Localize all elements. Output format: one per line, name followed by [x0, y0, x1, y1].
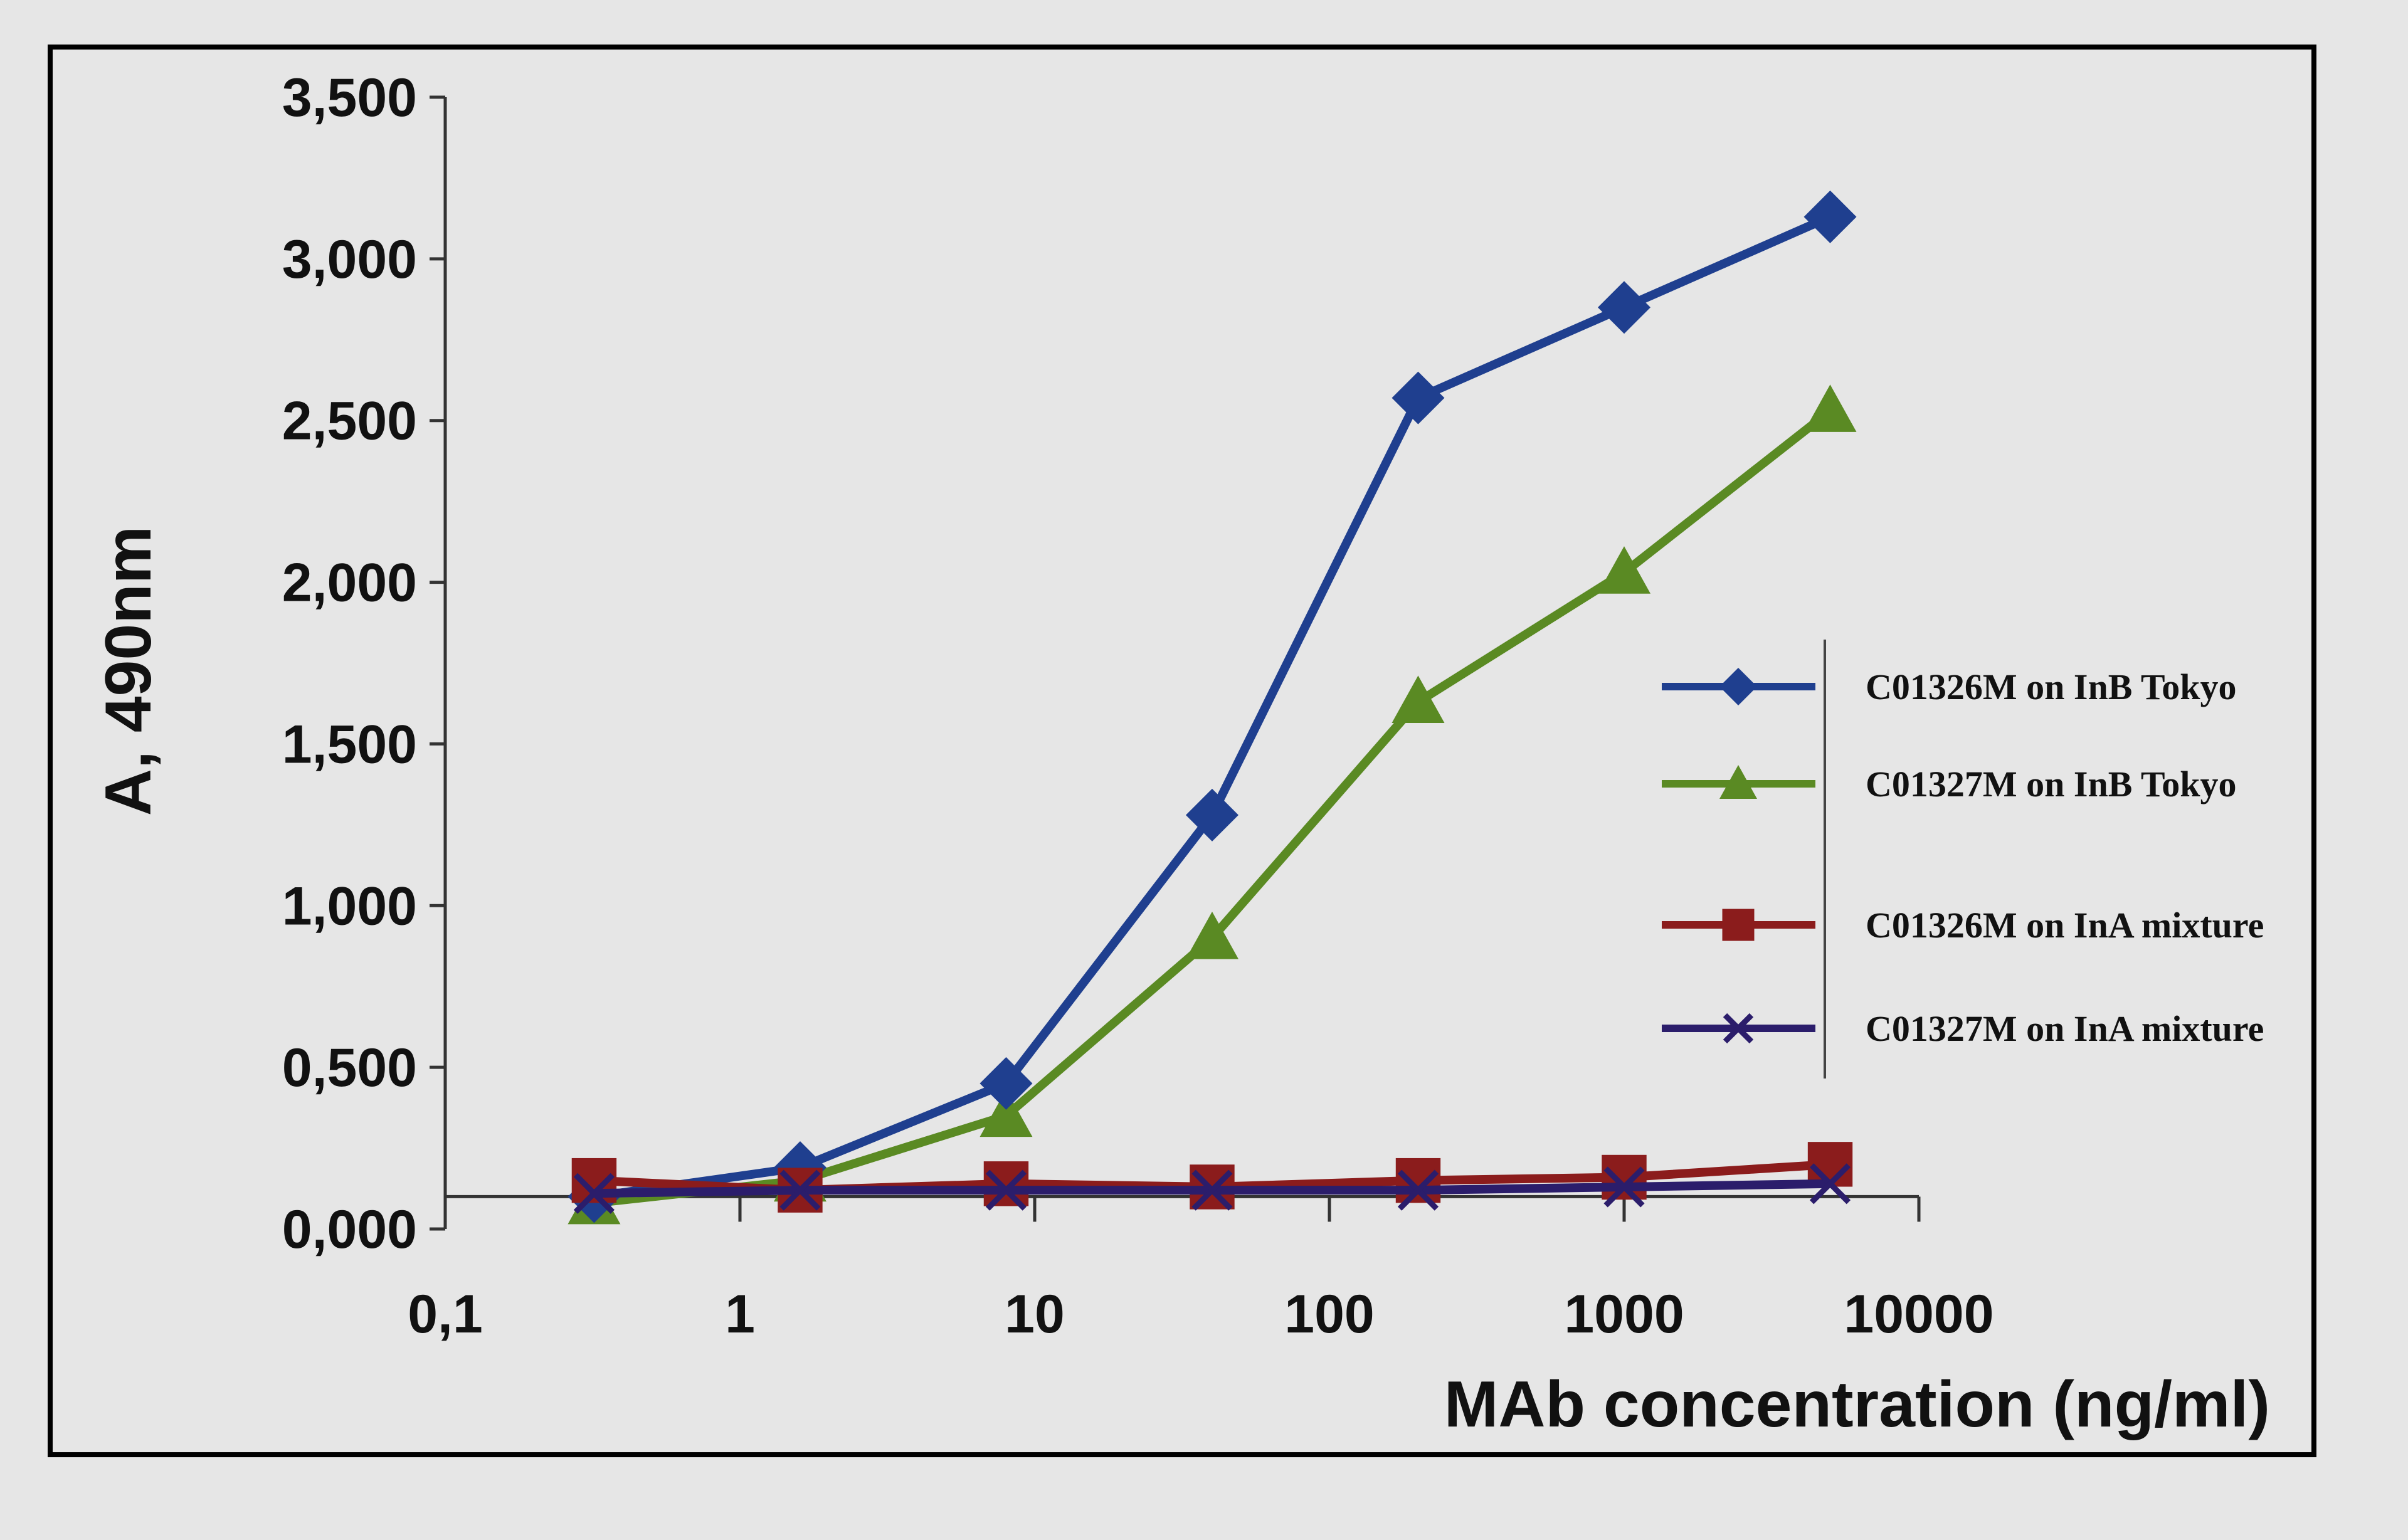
data-point-diamond [1598, 281, 1650, 334]
data-point-square [1722, 909, 1755, 941]
data-point-square [1602, 1154, 1647, 1200]
x-tick-label: 100 [1284, 1284, 1375, 1344]
y-axis-title: A, 490nm [92, 526, 165, 816]
x-tick-label: 1000 [1564, 1284, 1684, 1344]
data-point-diamond [1185, 788, 1238, 841]
data-point-triangle [1803, 384, 1857, 432]
data-point-x [573, 1173, 615, 1214]
x-tick-label: 0,1 [408, 1284, 483, 1344]
series-x [573, 1163, 1851, 1214]
data-point-diamond [1803, 190, 1857, 243]
x-tick-label: 1 [725, 1284, 755, 1344]
data-point-diamond [980, 1057, 1033, 1110]
data-point-triangle [1598, 546, 1650, 594]
legend-label: C01326M on InB Tokyo [1866, 667, 2236, 707]
data-point-x [779, 1169, 821, 1211]
legend-item: C01326M on InA mixture [1662, 905, 2264, 946]
data-point-x-stroke [1191, 1169, 1233, 1211]
axes: 0,000 0,500 1,000 1,500 2,000 2,500 3,000 3,500… [282, 68, 1994, 1344]
data-point-x [1397, 1169, 1439, 1211]
legend-item: C01326M on InB Tokyo [1662, 667, 2236, 707]
data-point-x-stroke [573, 1173, 615, 1214]
data-point-diamond [1719, 668, 1757, 705]
y-tick-label: 1,500 [282, 714, 417, 774]
data-point-square [983, 1161, 1029, 1206]
data-point-triangle [1391, 675, 1445, 723]
data-point-triangle [1719, 765, 1757, 799]
data-point-triangle [1185, 911, 1238, 959]
data-point-x [1191, 1169, 1233, 1211]
data-point-square [1395, 1158, 1441, 1203]
x-axis-title: MAb concentration (ng/ml) [1444, 1368, 2270, 1441]
data-point-x-stroke [779, 1169, 821, 1211]
data-point-x-stroke [1603, 1166, 1645, 1208]
legend-item: C01327M on InA mixture [1662, 1008, 2264, 1049]
data-point-triangle [980, 1089, 1033, 1137]
y-tick-label: 1,000 [282, 876, 417, 936]
y-tick-label: 2,500 [282, 391, 417, 451]
data-point-diamond [1391, 371, 1445, 425]
y-tick-label: 0,000 [282, 1200, 417, 1260]
legend-item: C01327M on InB Tokyo [1662, 764, 2236, 804]
data-point-square [1807, 1142, 1853, 1187]
x-tick-label: 10000 [1844, 1284, 1993, 1344]
data-point-x-stroke [1809, 1163, 1851, 1205]
legend: C01326M on InB Tokyo C01327M on InB Tokyo… [1662, 640, 2264, 1079]
chart-frame [48, 45, 2316, 1457]
legend-label: C01326M on InA mixture [1866, 905, 2264, 946]
legend-label: C01327M on InB Tokyo [1866, 764, 2236, 804]
series-layer [568, 190, 1857, 1225]
data-point-x-stroke [985, 1169, 1027, 1211]
x-tick-label: 10 [1005, 1284, 1065, 1344]
y-tick-label: 3,000 [282, 229, 417, 290]
y-tick-label: 3,500 [282, 68, 417, 128]
y-tick-label: 0,500 [282, 1038, 417, 1098]
data-point-x-stroke [1397, 1169, 1439, 1211]
legend-label: C01327M on InA mixture [1866, 1008, 2264, 1049]
y-tick-label: 2,000 [282, 553, 417, 613]
data-point-x [1809, 1163, 1851, 1205]
data-point-x [985, 1169, 1027, 1211]
data-point-x [1723, 1013, 1754, 1044]
data-point-x [1603, 1166, 1645, 1208]
data-point-x-stroke [1723, 1013, 1754, 1044]
